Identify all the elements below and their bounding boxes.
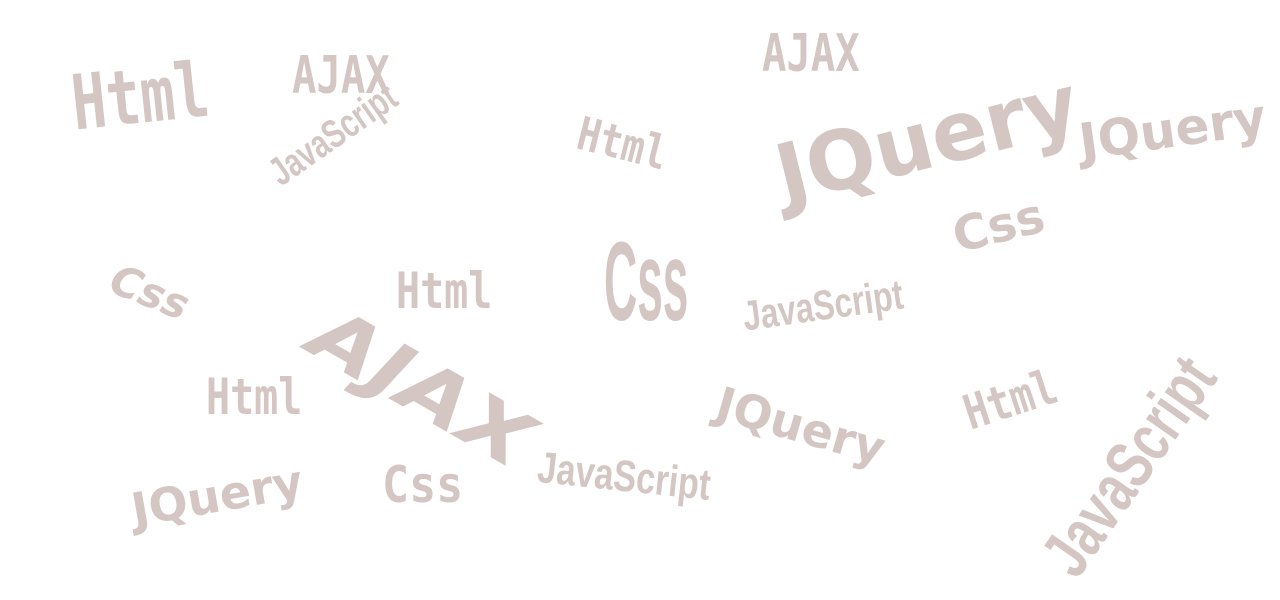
word-jquery-4: JQuery [127, 454, 307, 538]
word-jquery-3: JQuery [710, 376, 892, 476]
word-css-2: Css [103, 254, 197, 331]
word-ajax-large: AJAX [295, 287, 549, 486]
word-html-4: Html [206, 368, 303, 426]
word-ajax-1: AJAX [292, 46, 390, 106]
word-html-large: Html [67, 44, 214, 148]
word-css-1: Css [947, 187, 1051, 265]
word-javascript-2: JavaScript [739, 270, 907, 340]
word-css-tall: Css [604, 219, 689, 345]
word-jquery-large: JQuery [766, 56, 1089, 224]
word-html-3: Html [396, 262, 493, 320]
word-jquery-2: JQuery [1075, 87, 1270, 172]
word-css-3: Css [382, 456, 464, 514]
word-ajax-2: AJAX [762, 24, 860, 84]
word-javascript-3: JavaScript [1026, 342, 1232, 590]
word-html-2: Html [571, 106, 674, 181]
word-javascript-4: JavaScript [535, 443, 713, 510]
word-html-5: Html [956, 358, 1065, 442]
